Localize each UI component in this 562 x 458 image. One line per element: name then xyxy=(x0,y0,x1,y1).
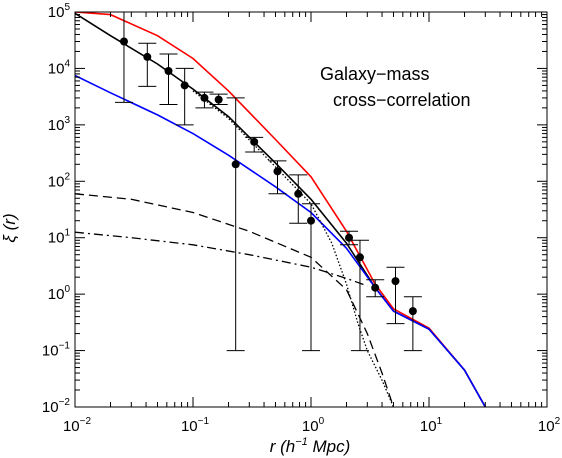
point-marker xyxy=(345,233,354,242)
x-tick-label: 10−2 xyxy=(63,416,92,435)
y-tick-label: 10−1 xyxy=(42,341,71,360)
series-line-solid-1 xyxy=(75,12,486,407)
data-point-6 xyxy=(209,93,228,105)
x-tick-label: 10−1 xyxy=(181,416,210,435)
point-marker xyxy=(180,81,189,90)
point-marker xyxy=(164,67,173,76)
data-point-1 xyxy=(114,11,133,103)
point-marker xyxy=(231,160,240,169)
y-tick-label: 102 xyxy=(48,171,71,190)
data-point-7 xyxy=(226,97,245,352)
annotation-line-2: cross−correlation xyxy=(333,90,471,110)
x-tick-label: 101 xyxy=(420,416,443,435)
x-tick-label: 102 xyxy=(538,416,561,435)
point-marker xyxy=(307,216,315,225)
y-tick-label: 105 xyxy=(48,2,71,21)
point-marker xyxy=(119,37,128,46)
point-marker xyxy=(214,95,223,104)
point-marker xyxy=(294,189,303,198)
point-marker xyxy=(371,283,380,292)
y-tick-label: 103 xyxy=(48,115,71,134)
data-point-14 xyxy=(366,279,385,298)
series-line-solid-3 xyxy=(75,74,486,407)
y-axis-label: ξ (r) xyxy=(0,213,19,242)
data-point-13 xyxy=(350,239,369,352)
point-marker xyxy=(408,307,417,316)
x-axis-label: r (h−1 Mpc) xyxy=(270,436,351,456)
data-point-15 xyxy=(386,266,405,325)
data-point-5 xyxy=(195,91,214,109)
data-points-layer xyxy=(114,11,422,352)
y-tick-label: 101 xyxy=(48,228,71,247)
data-point-11 xyxy=(302,203,320,352)
data-point-9 xyxy=(268,160,287,195)
y-tick-label: 10−2 xyxy=(42,397,71,416)
series-line-dashed-5 xyxy=(75,193,395,407)
point-marker xyxy=(250,137,259,146)
series-line-dotted-4 xyxy=(192,90,395,407)
x-tick-label: 100 xyxy=(302,416,325,435)
y-tick-label: 104 xyxy=(48,58,71,77)
data-point-12 xyxy=(340,230,359,246)
point-marker xyxy=(273,167,282,176)
point-marker xyxy=(391,277,400,286)
data-point-2 xyxy=(138,42,157,87)
point-marker xyxy=(200,93,209,102)
y-tick-label: 100 xyxy=(48,284,71,303)
series-line-dashdot-6 xyxy=(75,231,368,287)
data-point-8 xyxy=(245,136,264,153)
data-point-4 xyxy=(175,67,194,126)
data-point-10 xyxy=(289,174,308,224)
point-marker xyxy=(143,52,152,61)
data-point-3 xyxy=(159,53,178,105)
data-point-16 xyxy=(403,296,422,352)
annotation-line-1: Galaxy−mass xyxy=(320,64,430,84)
ticks-layer: 10−2 10−1 100 101 102 10−2 10−1 100 101 102 103 104… xyxy=(42,2,561,435)
point-marker xyxy=(355,253,364,262)
